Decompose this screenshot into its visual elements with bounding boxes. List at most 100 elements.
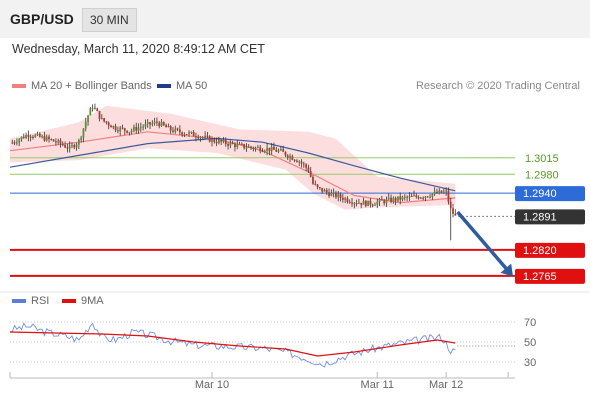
candle-body <box>424 196 427 198</box>
candle-body <box>185 134 188 136</box>
level-label-0: 1.3015 <box>525 153 559 165</box>
candle-body <box>80 137 83 140</box>
legend-9ma-label: 9MA <box>81 295 104 307</box>
candle-body <box>27 134 30 137</box>
ma50-line <box>9 137 456 192</box>
timeframe-button[interactable]: 30 MIN <box>82 8 137 32</box>
candle-body <box>183 134 186 136</box>
candle-body <box>199 137 202 139</box>
candle-body <box>348 201 351 203</box>
candle-body <box>84 121 87 129</box>
candle-body <box>87 115 89 122</box>
candle-body <box>273 146 275 150</box>
bollinger-band <box>10 105 456 210</box>
rsi-tick-50: 50 <box>524 337 536 349</box>
candle-body <box>167 126 170 128</box>
candle-body <box>178 129 181 133</box>
candle-body <box>279 149 282 151</box>
candle-body <box>442 191 445 193</box>
candle-body <box>22 136 25 139</box>
candle-body <box>415 195 418 197</box>
candle-body <box>174 128 177 132</box>
candle-body <box>397 196 399 201</box>
rsi-tick-70: 70 <box>524 317 536 329</box>
candle-body <box>188 132 190 135</box>
candle-body <box>335 192 337 198</box>
candle-body <box>213 139 216 143</box>
projection-arrow-head <box>500 263 514 277</box>
candle-body <box>121 127 124 129</box>
candle-body <box>252 147 255 149</box>
candle-body <box>261 151 264 153</box>
candle-body <box>307 167 310 171</box>
legend-ma50-label: MA 50 <box>176 80 208 92</box>
candle-body <box>426 196 429 198</box>
candle-body <box>52 139 55 142</box>
candle-body <box>245 147 248 149</box>
candle-body <box>36 133 39 135</box>
candle-body <box>15 142 18 144</box>
candle-body <box>156 121 158 123</box>
candle-body <box>236 144 239 148</box>
candle-body <box>413 195 415 197</box>
candle-body <box>282 149 285 152</box>
candle-body <box>204 135 207 138</box>
candle-body <box>364 200 367 206</box>
candle-body <box>392 197 395 202</box>
candle-body <box>41 136 44 138</box>
candle-body <box>48 136 50 140</box>
candle-body <box>417 196 420 199</box>
candle-body <box>220 140 223 142</box>
candle-body <box>172 130 174 132</box>
candle-body <box>346 198 349 202</box>
research-credit: Research © 2020 Trading Central <box>415 80 580 92</box>
candle-body <box>137 127 140 131</box>
candle-body <box>66 147 69 149</box>
candle-body <box>61 143 64 146</box>
ma20-swatch <box>12 84 26 88</box>
candle-body <box>325 190 328 193</box>
candle-body <box>153 121 156 124</box>
candle-body <box>362 200 365 205</box>
candle-body <box>367 200 369 206</box>
candle-body <box>399 196 402 200</box>
candle-body <box>20 136 23 140</box>
candle-body <box>275 149 278 152</box>
current-price-label: 1.2891 <box>523 211 557 223</box>
candle-body <box>73 145 76 148</box>
projection-arrow-shaft <box>456 210 512 275</box>
candle-body <box>98 111 101 119</box>
candle-body <box>229 142 232 146</box>
candle-body <box>436 191 438 194</box>
candle-body <box>128 131 131 133</box>
timestamp: Wednesday, March 11, 2020 8:49:12 AM CET <box>12 42 265 56</box>
candle-body <box>406 196 409 198</box>
candle-body <box>422 197 425 199</box>
candle-body <box>169 126 172 131</box>
candle-body <box>454 213 457 216</box>
candle-body <box>11 142 14 144</box>
candle-body <box>433 191 436 195</box>
candle-body <box>123 128 126 131</box>
candle-body <box>29 136 32 138</box>
candle-body <box>144 123 147 127</box>
candle-body <box>112 125 115 128</box>
candle-body <box>247 146 250 148</box>
candle-body <box>438 190 441 194</box>
candle-body <box>263 150 266 152</box>
candle-body <box>77 139 80 145</box>
rsi-swatch <box>12 299 26 303</box>
candle-body <box>222 140 225 142</box>
candle-body <box>151 123 154 125</box>
level-tag-4 <box>515 268 585 284</box>
candle-body <box>133 126 135 131</box>
candle-body <box>291 156 294 160</box>
level-tag-3 <box>515 242 585 258</box>
candle-body <box>162 122 165 126</box>
candle-body <box>208 136 211 142</box>
candle-body <box>257 147 259 149</box>
candle-body <box>59 140 62 144</box>
candle-body <box>401 196 404 200</box>
legend-ma50: MA 50 <box>157 80 207 92</box>
